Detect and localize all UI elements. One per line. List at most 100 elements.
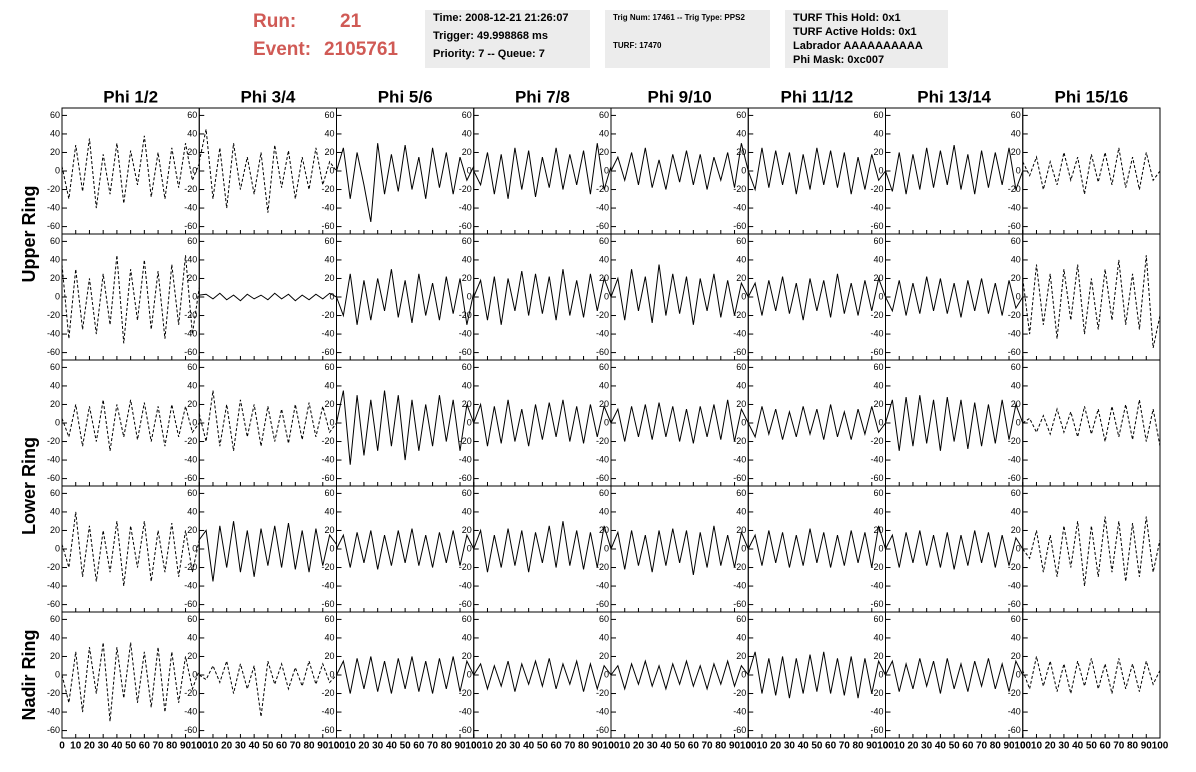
- y-tick-label: 0: [878, 669, 883, 679]
- y-tick-label: -60: [596, 347, 609, 357]
- y-tick-label: -20: [321, 184, 334, 194]
- y-tick-label: -20: [596, 562, 609, 572]
- panel-frame: [198, 233, 337, 361]
- y-tick-label: -40: [733, 328, 746, 338]
- column-title: Phi 15/16: [1055, 87, 1129, 106]
- x-tick-label: 0: [334, 741, 340, 752]
- y-tick-label: 40: [599, 506, 609, 516]
- x-tick-label: 90: [317, 741, 329, 752]
- x-tick-label: 20: [770, 741, 782, 752]
- x-tick-label: 60: [1100, 741, 1112, 752]
- y-tick-label: 60: [1011, 614, 1021, 624]
- y-tick-label: 0: [604, 165, 609, 175]
- y-tick-label: -60: [459, 725, 472, 735]
- x-tick-label: 90: [454, 741, 466, 752]
- panel-frame: [61, 107, 200, 235]
- y-tick-label: 20: [599, 525, 609, 535]
- y-tick-label: -60: [596, 599, 609, 609]
- y-tick-label: 0: [467, 543, 472, 553]
- y-tick-label: -40: [1008, 328, 1021, 338]
- x-tick-label: 100: [1014, 741, 1031, 752]
- panel-frame: [747, 485, 886, 613]
- waveform: [61, 255, 200, 344]
- y-tick-label: 20: [1011, 399, 1021, 409]
- y-tick-label: -60: [1008, 725, 1021, 735]
- y-tick-label: 40: [462, 506, 472, 516]
- info-line: Trigger: 49.998868 ms: [433, 30, 548, 42]
- y-tick-label: -60: [870, 599, 883, 609]
- y-tick-label: 0: [192, 543, 197, 553]
- y-tick-label: 0: [467, 669, 472, 679]
- y-tick-label: -60: [184, 599, 197, 609]
- y-tick-label: -60: [596, 473, 609, 483]
- y-tick-label: -40: [47, 454, 60, 464]
- y-tick-label: 60: [599, 362, 609, 372]
- x-tick-label: 70: [153, 741, 165, 752]
- y-tick-label: 0: [741, 291, 746, 301]
- x-tick-label: 40: [386, 741, 398, 752]
- y-tick-label: 0: [878, 417, 883, 427]
- y-tick-label: -40: [47, 580, 60, 590]
- x-tick-label: 0: [745, 741, 751, 752]
- event-number: 2105761: [324, 39, 398, 60]
- y-tick-label: -60: [870, 725, 883, 735]
- y-tick-label: 60: [187, 614, 197, 624]
- y-tick-label: 60: [873, 488, 883, 498]
- y-tick-label: 20: [324, 147, 334, 157]
- y-tick-label: 60: [736, 236, 746, 246]
- panel-frame: [336, 233, 475, 361]
- y-tick-label: 20: [599, 651, 609, 661]
- x-tick-label: 80: [990, 741, 1002, 752]
- y-tick-label: -20: [870, 310, 883, 320]
- waveform: [336, 390, 475, 465]
- info-line: TURF This Hold: 0x1: [793, 12, 901, 24]
- y-tick-label: 0: [741, 543, 746, 553]
- y-tick-label: 40: [462, 380, 472, 390]
- y-tick-label: -20: [47, 688, 60, 698]
- x-tick-label: 70: [564, 741, 576, 752]
- y-tick-label: 60: [50, 488, 60, 498]
- y-tick-label: 60: [50, 236, 60, 246]
- y-tick-label: 40: [1011, 254, 1021, 264]
- info-line: Phi Mask: 0xc007: [793, 54, 884, 66]
- x-tick-label: 10: [619, 741, 631, 752]
- panel-frame: [747, 611, 886, 739]
- x-tick-label: 20: [221, 741, 233, 752]
- y-tick-label: 20: [873, 525, 883, 535]
- y-tick-label: 60: [462, 110, 472, 120]
- panel-frame: [473, 107, 612, 235]
- y-tick-label: 0: [467, 291, 472, 301]
- waveform: [1022, 147, 1161, 195]
- waveform: [198, 390, 337, 451]
- column-title: Phi 11/12: [780, 87, 853, 106]
- panel-frame: [610, 233, 749, 361]
- x-tick-label: 50: [811, 741, 823, 752]
- y-tick-label: 0: [741, 165, 746, 175]
- y-tick-label: -20: [1008, 436, 1021, 446]
- y-tick-label: -40: [733, 580, 746, 590]
- panel-frame: [1022, 485, 1161, 613]
- y-tick-label: -60: [184, 221, 197, 231]
- y-tick-label: 60: [599, 488, 609, 498]
- y-tick-label: -60: [1008, 221, 1021, 231]
- y-tick-label: -60: [321, 221, 334, 231]
- x-tick-label: 50: [262, 741, 274, 752]
- waveform: [199, 292, 337, 302]
- y-tick-label: 60: [736, 362, 746, 372]
- y-tick-label: 40: [873, 128, 883, 138]
- y-tick-label: 40: [599, 632, 609, 642]
- y-tick-label: 20: [599, 399, 609, 409]
- y-tick-label: -20: [184, 562, 197, 572]
- y-tick-label: -40: [321, 580, 334, 590]
- y-tick-label: 60: [599, 236, 609, 246]
- y-tick-label: 0: [878, 165, 883, 175]
- y-tick-label: 20: [736, 273, 746, 283]
- x-tick-label: 100: [740, 741, 757, 752]
- x-tick-label: 60: [962, 741, 974, 752]
- y-tick-label: 20: [324, 651, 334, 661]
- y-tick-label: -40: [184, 706, 197, 716]
- x-tick-label: 60: [276, 741, 288, 752]
- waveform: [473, 658, 612, 692]
- x-tick-label: 40: [660, 741, 672, 752]
- x-tick-label: 40: [249, 741, 261, 752]
